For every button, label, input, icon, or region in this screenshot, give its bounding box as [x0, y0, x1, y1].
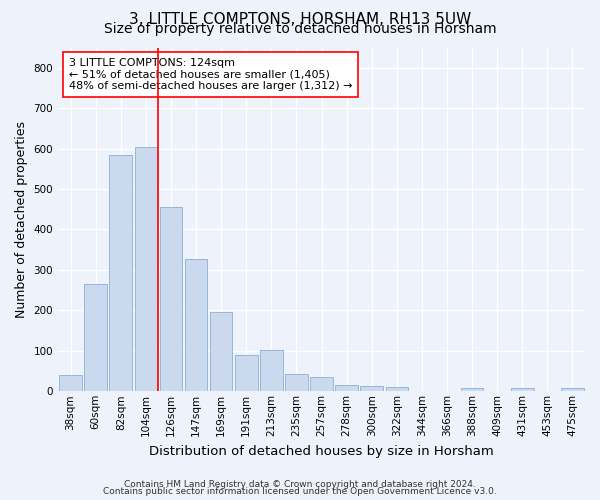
Bar	[386, 387, 408, 392]
X-axis label: Distribution of detached houses by size in Horsham: Distribution of detached houses by size …	[149, 444, 494, 458]
Text: Contains public sector information licensed under the Open Government Licence v3: Contains public sector information licen…	[103, 487, 497, 496]
Bar	[235, 355, 257, 392]
Bar	[134, 146, 157, 392]
Bar	[160, 207, 182, 392]
Bar	[85, 284, 107, 392]
Bar	[461, 388, 484, 392]
Bar	[185, 258, 208, 392]
Text: 3 LITTLE COMPTONS: 124sqm
← 51% of detached houses are smaller (1,405)
48% of se: 3 LITTLE COMPTONS: 124sqm ← 51% of detac…	[68, 58, 352, 91]
Bar	[310, 377, 333, 392]
Bar	[109, 154, 132, 392]
Bar	[361, 386, 383, 392]
Bar	[260, 350, 283, 392]
Bar	[511, 388, 533, 392]
Bar	[59, 375, 82, 392]
Bar	[285, 374, 308, 392]
Text: Size of property relative to detached houses in Horsham: Size of property relative to detached ho…	[104, 22, 496, 36]
Bar	[335, 385, 358, 392]
Bar	[210, 312, 232, 392]
Text: 3, LITTLE COMPTONS, HORSHAM, RH13 5UW: 3, LITTLE COMPTONS, HORSHAM, RH13 5UW	[129, 12, 471, 28]
Text: Contains HM Land Registry data © Crown copyright and database right 2024.: Contains HM Land Registry data © Crown c…	[124, 480, 476, 489]
Y-axis label: Number of detached properties: Number of detached properties	[15, 121, 28, 318]
Bar	[561, 388, 584, 392]
